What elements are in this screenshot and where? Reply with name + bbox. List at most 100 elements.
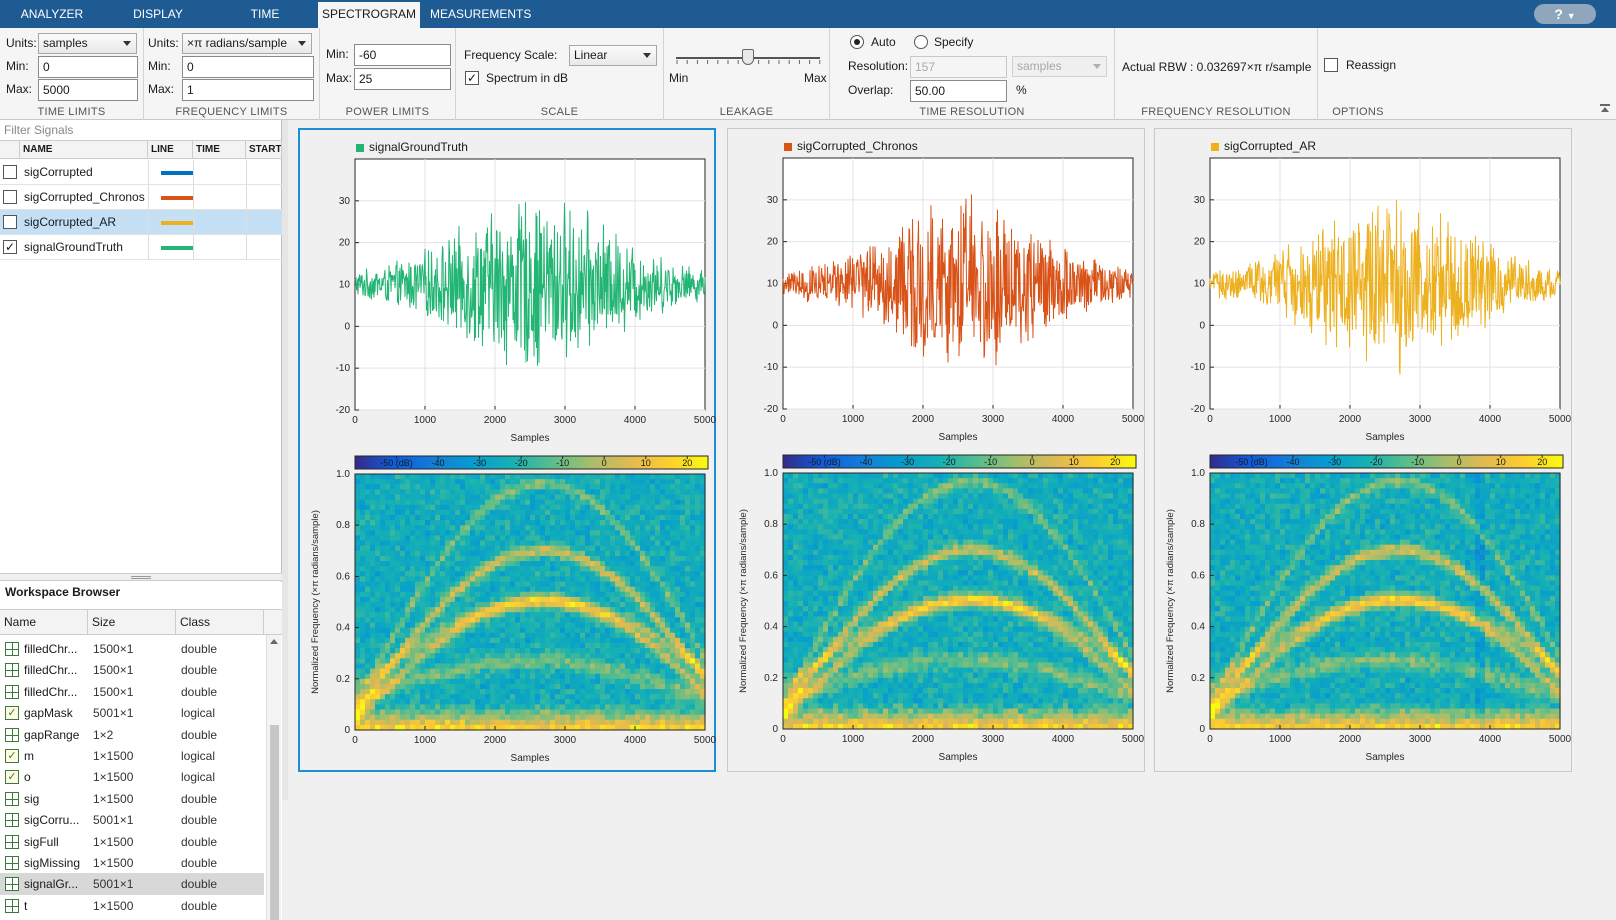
time-min-input[interactable]: 0	[38, 56, 138, 78]
spectrogram-cell	[455, 561, 461, 567]
resolution-units-select[interactable]: samples	[1012, 56, 1107, 77]
filter-signals-input[interactable]: Filter Signals	[0, 120, 282, 141]
spectrogram-cell	[380, 587, 386, 593]
panel-splitter[interactable]	[0, 573, 282, 581]
freq-max-input[interactable]: 1	[182, 79, 314, 101]
spectrogram-cell	[793, 621, 799, 627]
signal-row[interactable]: sigCorrupted_AR	[0, 210, 282, 235]
freq-min-input[interactable]: 0	[182, 56, 314, 78]
tab-display[interactable]: DISPLAY	[118, 0, 198, 28]
freq-units-select[interactable]: ×π radians/sample	[182, 33, 312, 54]
spectrogram-cell	[833, 632, 839, 638]
header-line[interactable]: LINE	[148, 141, 193, 159]
spectrogram-cell	[440, 494, 446, 500]
power-max-input[interactable]: 25	[354, 68, 451, 90]
signal-checkbox[interactable]	[3, 215, 17, 229]
spectrogram-cell	[873, 514, 879, 520]
spectrogram-cell	[455, 520, 461, 526]
power-min-input[interactable]: -60	[354, 44, 451, 66]
spectrogram-cell	[660, 612, 666, 618]
spectrogram-cell	[460, 582, 466, 588]
spectrogram-cell	[370, 520, 376, 526]
auto-radio[interactable]	[850, 35, 864, 49]
overlap-input[interactable]: 50.00	[910, 80, 1007, 102]
signal-row[interactable]: ✓signalGroundTruth	[0, 235, 282, 260]
header-time[interactable]: TIME	[193, 141, 246, 159]
reassign-checkbox[interactable]	[1324, 58, 1338, 72]
spectrogram-cell	[863, 703, 869, 709]
spectrogram-cell	[655, 556, 661, 562]
spectrogram-cell	[520, 622, 526, 628]
header-start[interactable]: START	[246, 141, 282, 159]
header-ws-class[interactable]: Class	[176, 610, 264, 634]
tab-spectrogram[interactable]: SPECTROGRAM	[318, 2, 420, 28]
time-max-input[interactable]: 5000	[38, 79, 138, 101]
spectrogram-cell	[470, 530, 476, 536]
spectrogram-cell	[620, 510, 626, 516]
tab-analyzer[interactable]: ANALYZER	[12, 0, 92, 28]
spectrogram-cell	[610, 592, 616, 598]
scrollbar-thumb[interactable]	[270, 725, 279, 920]
spectrogram-cell	[405, 489, 411, 495]
signal-checkbox[interactable]	[3, 165, 17, 179]
spectrogram-cell	[375, 515, 381, 521]
spectrogram-cell	[415, 510, 421, 516]
spectrogram-cell	[655, 638, 661, 644]
spectrogram-cell	[808, 575, 814, 581]
resolution-input[interactable]: 157	[910, 56, 1007, 78]
header-ws-size[interactable]: Size	[88, 610, 176, 634]
signal-row[interactable]: sigCorrupted_Chronos	[0, 185, 282, 210]
signal-row[interactable]: sigCorrupted	[0, 160, 282, 185]
tab-measurements[interactable]: MEASUREMENTS	[430, 0, 528, 28]
spectrogram-cell	[610, 551, 616, 557]
spectrogram-cell	[450, 551, 456, 557]
line-color-swatch[interactable]	[161, 171, 193, 175]
spectrogram-cell	[550, 576, 556, 582]
tab-time[interactable]: TIME	[225, 0, 305, 28]
signal-checkbox[interactable]	[3, 190, 17, 204]
scroll-up-icon[interactable]	[270, 639, 278, 644]
signal-checkbox[interactable]: ✓	[3, 240, 17, 254]
spectrum-db-checkbox[interactable]: ✓	[465, 71, 479, 85]
collapse-ribbon-icon[interactable]	[1600, 104, 1610, 113]
specify-radio[interactable]	[914, 35, 928, 49]
spectrogram-cell	[425, 582, 431, 588]
spectrogram-cell	[455, 592, 461, 598]
header-name[interactable]: NAME	[20, 141, 148, 159]
line-color-swatch[interactable]	[161, 196, 193, 200]
spectrogram-cell	[670, 684, 676, 690]
spectrogram-cell	[435, 479, 441, 485]
spectrogram-cell	[670, 617, 676, 623]
spectrogram-cell	[375, 689, 381, 695]
help-button[interactable]: ? ▼	[1534, 4, 1596, 24]
workspace-scrollbar[interactable]	[266, 635, 281, 920]
time-units-select[interactable]: samples	[38, 33, 137, 54]
line-color-swatch[interactable]	[161, 221, 193, 225]
header-ws-name[interactable]: Name	[0, 610, 88, 634]
line-color-swatch[interactable]	[161, 246, 193, 250]
spectrogram-cell	[520, 612, 526, 618]
spectrogram-cell	[818, 698, 824, 704]
spectrogram-cell	[893, 611, 899, 617]
frequency-scale-select[interactable]: Linear	[569, 45, 657, 66]
leakage-slider-thumb[interactable]	[742, 49, 754, 65]
spectrogram-cell	[803, 657, 809, 663]
spectrogram-cell	[650, 587, 656, 593]
